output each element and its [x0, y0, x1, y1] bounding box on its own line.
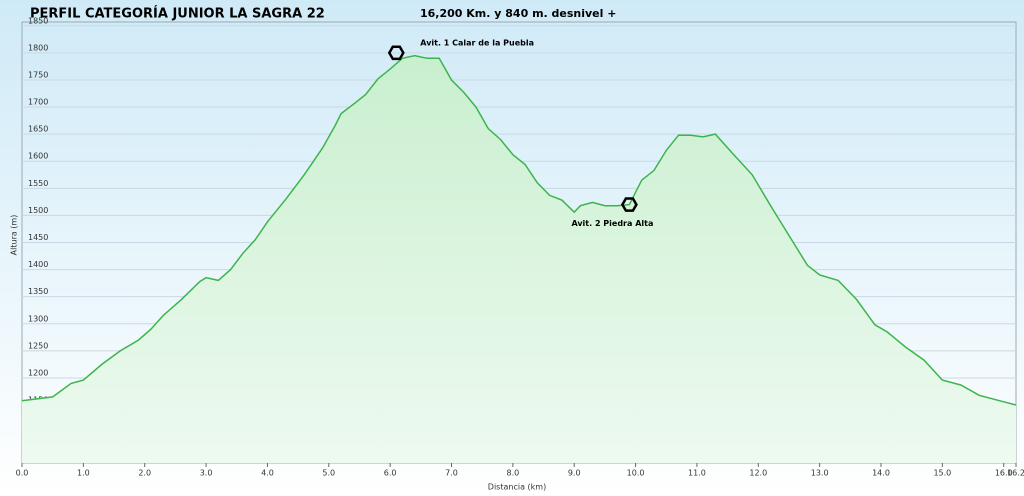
y-tick-label: 1800 — [28, 43, 48, 52]
elevation-line — [21, 54, 1017, 406]
x-tick-label: 1.0 — [77, 469, 90, 478]
y-tick-label: 1450 — [28, 233, 48, 242]
y-tick-label: 1250 — [28, 341, 48, 350]
x-tick-label: 6.0 — [384, 469, 397, 478]
y-tick-label: 1300 — [28, 314, 48, 323]
chart-subtitle: 16,200 Km. y 840 m. desnivel + — [420, 7, 616, 20]
x-axis-label: Distancia (km) — [488, 483, 546, 492]
y-axis-label: Altura (m) — [10, 215, 19, 256]
x-tick-label: 12.0 — [749, 469, 767, 478]
chart-title: PERFIL CATEGORÍA JUNIOR LA SAGRA 22 — [30, 6, 325, 22]
y-tick-label: 1700 — [28, 98, 48, 107]
x-tick-label: 11.0 — [688, 469, 706, 478]
waypoint-marker — [620, 197, 638, 212]
x-tick-label: 4.0 — [261, 469, 274, 478]
y-tick-label: 1650 — [28, 125, 48, 134]
x-tick-label: 16.2 — [1007, 469, 1024, 478]
y-tick-label: 1500 — [28, 206, 48, 215]
waypoint-marker — [387, 45, 405, 61]
x-tick-label: 15.0 — [933, 469, 951, 478]
y-tick-label: 1200 — [28, 368, 48, 377]
y-tick-label: 1550 — [28, 179, 48, 188]
x-tick-label: 9.0 — [568, 469, 581, 478]
x-tick-label: 14.0 — [872, 469, 890, 478]
waypoint-label: Avit. 2 Piedra Alta — [571, 219, 653, 228]
y-tick-label: 1400 — [28, 260, 48, 269]
y-tick-label: 1350 — [28, 287, 48, 296]
x-tick-label: 16.0 — [995, 469, 1013, 478]
x-tick-label: 2.0 — [138, 469, 151, 478]
y-tick-label: 1600 — [28, 152, 48, 161]
x-tick-label: 10.0 — [627, 469, 645, 478]
y-tick-label: 1750 — [28, 70, 48, 79]
area-fill — [22, 55, 1016, 463]
x-tick-label: 7.0 — [445, 469, 458, 478]
y-tick-label: 1850 — [28, 16, 48, 25]
waypoint-label: Avit. 1 Calar de la Puebla — [420, 38, 534, 47]
x-tick-label: 8.0 — [506, 469, 519, 478]
x-tick-label: 3.0 — [200, 469, 213, 478]
x-tick-label: 13.0 — [811, 469, 829, 478]
x-tick-label: 5.0 — [322, 469, 335, 478]
x-tick-label: 0.0 — [16, 469, 29, 478]
